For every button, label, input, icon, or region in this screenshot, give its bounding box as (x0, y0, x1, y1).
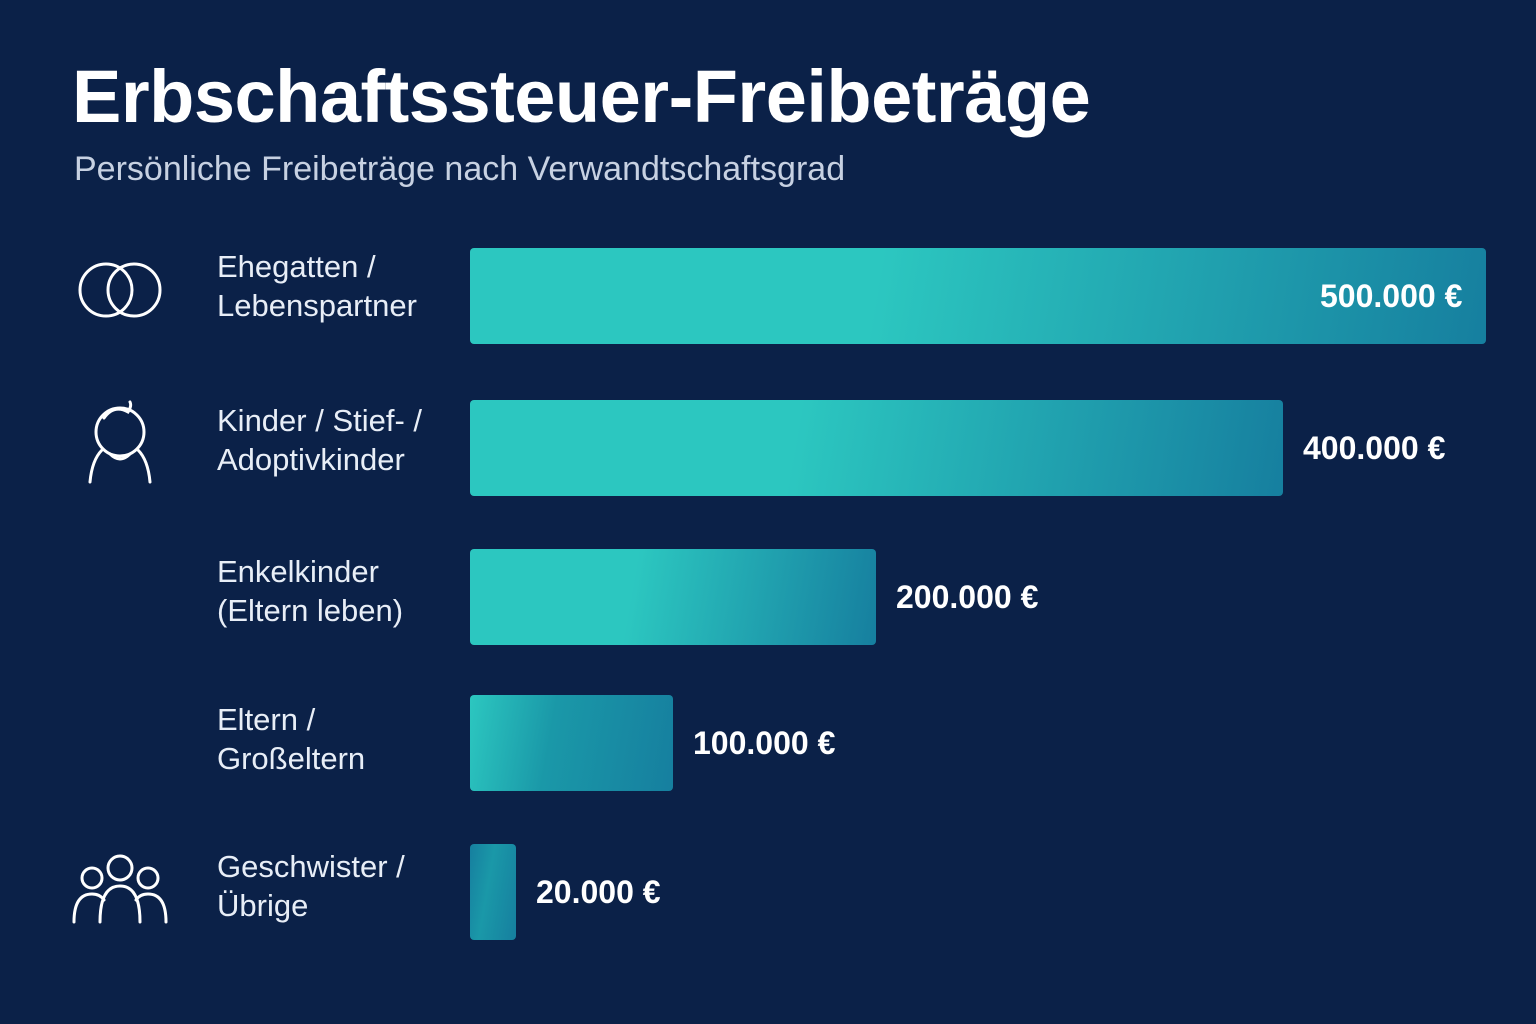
rings-icon (68, 240, 172, 340)
category-label: Kinder / Stief- / Adoptivkinder (217, 402, 457, 480)
value-label-children: 400.000 € (1303, 430, 1446, 466)
value-label-parents: 100.000 € (693, 725, 836, 761)
chart-subtitle: Persönliche Freibeträge nach Verwandtsch… (74, 150, 846, 188)
chart-row-grandchildren: Enkelkinder (Eltern leben) 200.000 € (0, 549, 1536, 645)
child-icon (68, 394, 172, 494)
category-label-line2: Übrige (217, 887, 309, 923)
category-label-line1: Ehegatten / (217, 249, 376, 284)
category-label-line2: Lebenspartner (217, 287, 417, 323)
category-label: Geschwister / Übrige (217, 848, 457, 926)
value-label-spouses: 500.000 € (1320, 278, 1463, 314)
category-label-line1: Enkelkinder (217, 554, 379, 589)
chart-row-parents: Eltern / Großeltern 100.000 € (0, 695, 1536, 791)
category-label-line1: Geschwister / (217, 849, 405, 884)
category-label: Ehegatten / Lebenspartner (217, 248, 457, 326)
bar-children (470, 400, 1283, 496)
bar-grandchildren (470, 549, 876, 645)
category-label: Eltern / Großeltern (217, 701, 457, 779)
bar-siblings (470, 844, 516, 940)
bar-parents (470, 695, 673, 791)
chart-title: Erbschaftssteuer-Freibeträge (72, 55, 1091, 138)
chart-row-siblings: Geschwister / Übrige 20.000 € (0, 844, 1536, 940)
category-label-line1: Eltern / (217, 702, 316, 737)
category-label-line2: Adoptivkinder (217, 441, 405, 477)
chart-row-spouses: Ehegatten / Lebenspartner 500.000 € (0, 248, 1536, 344)
value-label-siblings: 20.000 € (536, 874, 661, 910)
category-label: Enkelkinder (Eltern leben) (217, 553, 457, 631)
category-label-line2: (Eltern leben) (217, 592, 404, 628)
chart-row-children: Kinder / Stief- / Adoptivkinder 400.000 … (0, 400, 1536, 496)
group-icon (68, 840, 172, 940)
bar-spouses (470, 248, 1486, 344)
value-label-grandchildren: 200.000 € (896, 579, 1039, 615)
category-label-line2: Großeltern (217, 740, 366, 776)
category-label-line1: Kinder / Stief- / (217, 403, 423, 438)
